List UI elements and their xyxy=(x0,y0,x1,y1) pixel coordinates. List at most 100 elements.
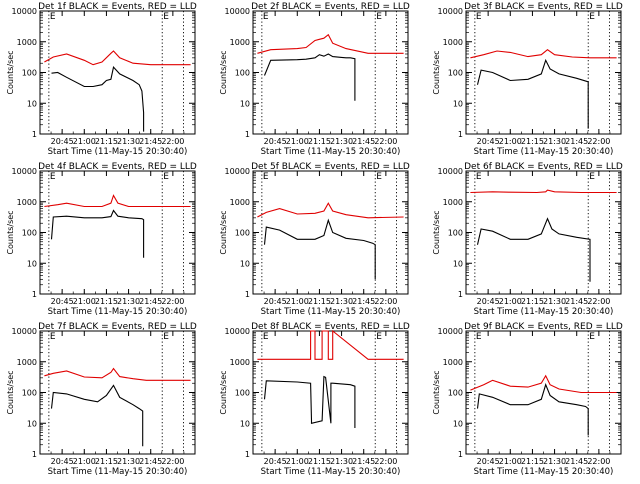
series-line-events xyxy=(476,58,589,129)
plot-frame xyxy=(39,170,196,295)
x-tick-label: 21:15 xyxy=(95,297,118,306)
x-tick-label: 20:45 xyxy=(264,457,287,466)
marker-label-e: E xyxy=(263,172,269,182)
y-tick-label: 1000 xyxy=(230,198,250,207)
x-axis-title: Start Time (11-May-15 20:30:40) xyxy=(48,147,188,157)
y-axis-title: Counts/sec xyxy=(219,210,228,254)
panel-title: Det 8f BLACK = Events, RED = LLD xyxy=(251,322,410,332)
x-tick-label: 20:45 xyxy=(51,297,74,306)
y-tick-label: 10 xyxy=(453,259,463,268)
series-line-lld xyxy=(44,194,191,208)
x-axis-title: Start Time (11-May-15 20:30:40) xyxy=(474,147,614,157)
y-tick-label: 1 xyxy=(245,450,250,459)
marker-label-e: E xyxy=(476,172,482,182)
y-tick-label: 100 xyxy=(235,69,250,78)
marker-label-e: E xyxy=(589,332,595,342)
x-tick-label: 20:45 xyxy=(477,297,500,306)
x-axis-title: Start Time (11-May-15 20:30:40) xyxy=(48,307,188,317)
y-tick-label: 10 xyxy=(453,99,463,108)
y-tick-label: 1 xyxy=(245,290,250,299)
series-line-lld xyxy=(44,50,191,66)
panel-title: Det 2f BLACK = Events, RED = LLD xyxy=(251,2,410,12)
y-tick-label: 1000 xyxy=(17,198,37,207)
x-tick-label: 21:45 xyxy=(565,297,588,306)
x-tick-label: 21:30 xyxy=(330,137,353,146)
marker-label-e: E xyxy=(163,12,169,22)
marker-label-e: E xyxy=(50,172,56,182)
y-tick-label: 10000 xyxy=(438,167,463,176)
marker-label-e: E xyxy=(589,12,595,22)
y-tick-label: 100 xyxy=(22,69,37,78)
y-axis-title: Counts/sec xyxy=(6,50,15,94)
y-tick-label: 100 xyxy=(235,229,250,238)
x-tick-label: 21:15 xyxy=(308,457,331,466)
panel-3: Det 3f BLACK = Events, RED = LLD 1 10 100 10… xyxy=(432,2,623,157)
x-axis-title: Start Time (11-May-15 20:30:40) xyxy=(261,147,401,157)
y-tick-label: 1000 xyxy=(230,38,250,47)
x-tick-label: 21:30 xyxy=(330,457,353,466)
x-tick-label: 22:00 xyxy=(587,457,610,466)
panel-title: Det 4f BLACK = Events, RED = LLD xyxy=(38,162,197,172)
panel-title: Det 6f BLACK = Events, RED = LLD xyxy=(464,162,623,172)
series-line-events xyxy=(476,217,591,282)
y-axis-title: Counts/sec xyxy=(432,50,441,94)
marker-label-e: E xyxy=(476,12,482,22)
y-tick-label: 10000 xyxy=(225,327,250,336)
panel-6: Det 6f BLACK = Events, RED = LLD 1 10 100 10… xyxy=(432,162,623,317)
x-axis-title: Start Time (11-May-15 20:30:40) xyxy=(261,307,401,317)
x-tick-label: 21:00 xyxy=(499,457,522,466)
x-tick-label: 21:30 xyxy=(117,457,140,466)
marker-label-e: E xyxy=(376,332,382,342)
y-tick-label: 100 xyxy=(235,389,250,398)
panel-title: Det 1f BLACK = Events, RED = LLD xyxy=(38,2,197,12)
y-tick-label: 1000 xyxy=(17,38,37,47)
marker-label-e: E xyxy=(376,12,382,22)
x-tick-label: 21:15 xyxy=(95,137,118,146)
y-tick-label: 1 xyxy=(245,130,250,139)
y-tick-label: 10000 xyxy=(12,7,37,16)
y-tick-label: 1 xyxy=(32,450,37,459)
x-tick-label: 21:45 xyxy=(352,137,375,146)
x-tick-label: 21:00 xyxy=(286,297,309,306)
x-tick-label: 21:45 xyxy=(139,297,162,306)
x-tick-label: 21:00 xyxy=(286,137,309,146)
x-tick-label: 22:00 xyxy=(587,297,610,306)
x-tick-label: 21:00 xyxy=(499,297,522,306)
x-tick-label: 21:00 xyxy=(286,457,309,466)
series-line-events xyxy=(51,65,145,132)
x-tick-label: 22:00 xyxy=(587,137,610,146)
x-tick-label: 21:15 xyxy=(308,297,331,306)
marker-label-e: E xyxy=(163,172,169,182)
x-tick-label: 20:45 xyxy=(477,137,500,146)
y-tick-label: 100 xyxy=(448,389,463,398)
x-tick-label: 21:45 xyxy=(352,457,375,466)
plot-frame xyxy=(465,10,622,135)
y-axis-title: Counts/sec xyxy=(6,370,15,414)
plot-frame xyxy=(465,170,622,295)
y-tick-label: 10 xyxy=(240,259,250,268)
y-tick-label: 1000 xyxy=(443,358,463,367)
series-line-events xyxy=(263,375,356,428)
x-tick-label: 21:15 xyxy=(308,137,331,146)
y-tick-label: 100 xyxy=(448,69,463,78)
panel-8: Det 8f BLACK = Events, RED = LLD 1 10 100 10… xyxy=(219,322,410,477)
panel-title: Det 9f BLACK = Events, RED = LLD xyxy=(464,322,623,332)
x-tick-label: 20:45 xyxy=(264,297,287,306)
marker-label-e: E xyxy=(476,332,482,342)
y-tick-label: 10 xyxy=(27,99,37,108)
y-tick-label: 1 xyxy=(32,130,37,139)
x-tick-label: 22:00 xyxy=(161,297,184,306)
x-tick-label: 21:30 xyxy=(543,457,566,466)
panel-4: Det 4f BLACK = Events, RED = LLD 1 10 100 10… xyxy=(6,162,197,317)
series-line-lld xyxy=(470,374,617,394)
series-line-events xyxy=(50,209,145,258)
y-axis-title: Counts/sec xyxy=(432,210,441,254)
marker-label-e: E xyxy=(50,332,56,342)
marker-label-e: E xyxy=(163,332,169,342)
series-line-lld xyxy=(470,49,617,59)
x-tick-label: 21:15 xyxy=(521,457,544,466)
x-tick-label: 20:45 xyxy=(51,137,74,146)
y-tick-label: 10 xyxy=(240,419,250,428)
y-tick-label: 10 xyxy=(27,419,37,428)
series-line-lld xyxy=(257,33,404,54)
